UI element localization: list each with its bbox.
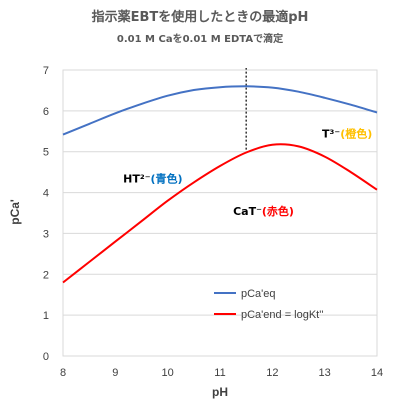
annotation-color-name: (青色) xyxy=(151,171,183,185)
annotation-species: CaT⁻ xyxy=(233,205,262,218)
y-tick-label: 1 xyxy=(43,310,49,322)
y-tick-label: 4 xyxy=(43,188,49,200)
plot-area-frame xyxy=(62,69,378,357)
chart-subtitle: 0.01 M Caを0.01 M EDTAで滴定 xyxy=(117,32,283,45)
legend: pCa'eq pCa'end = logKt'' xyxy=(214,288,323,321)
y-tick-label: 2 xyxy=(43,269,49,281)
annotation-species: T³⁻ xyxy=(322,127,340,140)
annotation-color-name: (赤色) xyxy=(262,204,294,218)
x-tick-label: 14 xyxy=(371,367,383,379)
x-tick-label: 10 xyxy=(162,367,174,379)
annotation-label: HT²⁻(青色) xyxy=(123,171,182,185)
series-lines xyxy=(62,85,378,284)
x-axis-label: pH xyxy=(212,385,228,399)
annotation-label: T³⁻(橙色) xyxy=(322,126,372,140)
gridlines xyxy=(62,69,378,357)
chart-title: 指示薬EBTを使用したときの最適pH xyxy=(92,9,309,25)
annotation-species: HT²⁻ xyxy=(123,172,151,185)
y-tick-label: 3 xyxy=(43,228,49,240)
series-line-pca-end xyxy=(62,143,378,284)
legend-label-pca-end: pCa'end = logKt'' xyxy=(241,309,323,321)
x-tick-label: 12 xyxy=(266,367,278,379)
x-tick-label: 13 xyxy=(319,367,331,379)
annotation-color-name: (橙色) xyxy=(340,126,372,140)
series-line-pca-eq xyxy=(62,85,378,136)
annotations: HT²⁻(青色) CaT⁻(赤色) T³⁻(橙色) xyxy=(123,126,372,218)
y-tick-label: 0 xyxy=(43,351,49,363)
x-tick-label: 8 xyxy=(60,367,66,379)
annotation-label: CaT⁻(赤色) xyxy=(233,204,294,218)
y-tick-labels: 0 1 2 3 4 5 6 7 xyxy=(43,65,49,363)
legend-label-pca-eq: pCa'eq xyxy=(241,288,276,300)
y-axis-label: pCa' xyxy=(8,199,22,225)
x-tick-label: 9 xyxy=(112,367,118,379)
x-tick-labels: 8 9 10 11 12 13 14 xyxy=(60,367,383,379)
y-tick-label: 6 xyxy=(43,106,49,118)
y-tick-label: 5 xyxy=(43,147,49,159)
y-tick-label: 7 xyxy=(43,65,49,77)
x-tick-label: 11 xyxy=(214,367,225,379)
